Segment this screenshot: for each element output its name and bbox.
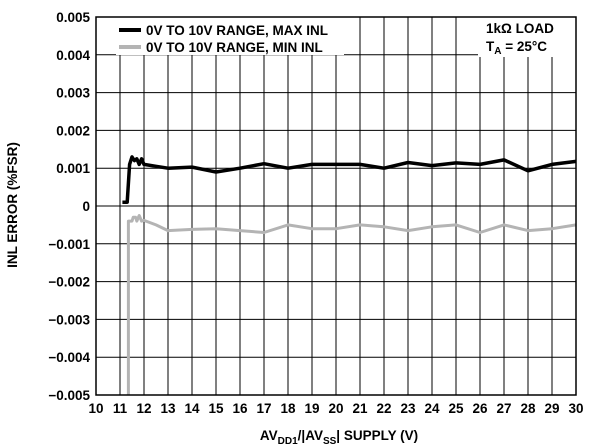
grid-lines [95, 16, 577, 396]
series-line-max-inl [122, 155, 577, 204]
y-tick-label: 0.003 [56, 86, 90, 101]
x-tick-label: 17 [256, 401, 271, 416]
y-tick-label: −0.003 [48, 312, 90, 327]
x-tick-label: 19 [304, 401, 319, 416]
x-tick-label: 13 [160, 401, 176, 416]
x-tick-label: 27 [496, 401, 511, 416]
legend-label-min-inl: 0V TO 10V RANGE, MIN INL [146, 40, 323, 55]
x-tick-label: 20 [328, 401, 343, 416]
x-tick-label: 24 [424, 401, 440, 416]
legend: 0V TO 10V RANGE, MAX INL 0V TO 10V RANGE… [116, 15, 344, 55]
series-line-min-inl [126, 214, 577, 395]
y-tick-label: −0.001 [48, 237, 90, 252]
x-tick-label: 26 [472, 401, 488, 416]
x-tick-labels: 10 11 12 13 14 15 16 17 18 19 20 21 22 23 24 25 26 27 28 29… [88, 401, 583, 416]
x-tick-label: 15 [208, 401, 224, 416]
x-tick-label: 23 [400, 401, 416, 416]
y-tick-label: 0.001 [56, 161, 90, 176]
load-label: 1kΩ LOAD [486, 21, 554, 36]
plot-frame [95, 16, 577, 396]
annotation-background [478, 15, 576, 57]
x-tick-label: 28 [520, 401, 536, 416]
y-tick-label: −0.004 [48, 350, 90, 365]
x-tick-label: 14 [184, 401, 200, 416]
series-lines [122, 155, 577, 395]
y-tick-labels: −0.005 −0.004 −0.003 −0.002 −0.001 0 0.001 0.00… [48, 10, 90, 403]
y-tick-label: 0.005 [56, 10, 90, 25]
x-tick-label: 29 [544, 401, 559, 416]
x-tick-label: 12 [136, 401, 151, 416]
y-tick-label: 0 [82, 199, 90, 214]
y-tick-label: 0.002 [56, 123, 90, 138]
x-tick-label: 16 [232, 401, 248, 416]
x-tick-label: 25 [448, 401, 464, 416]
load-annotation: 1kΩ LOAD TA = 25°C [478, 15, 576, 57]
temperature-label: TA = 25°C [486, 39, 547, 57]
x-tick-label: 18 [280, 401, 296, 416]
x-tick-label: 21 [352, 401, 368, 416]
x-tick-label: 10 [88, 401, 103, 416]
legend-label-max-inl: 0V TO 10V RANGE, MAX INL [146, 23, 328, 38]
legend-background [116, 15, 344, 55]
y-tick-label: −0.005 [48, 388, 90, 403]
x-tick-label: 30 [568, 401, 583, 416]
x-axis-title: AVDD1/|AVSS| SUPPLY (V) [260, 428, 418, 446]
y-tick-label: −0.002 [48, 275, 90, 290]
x-tick-label: 22 [376, 401, 391, 416]
y-axis-title: INL ERROR (%FSR) [5, 142, 20, 268]
x-tick-label: 11 [113, 401, 128, 416]
y-tick-label: 0.004 [56, 48, 90, 63]
